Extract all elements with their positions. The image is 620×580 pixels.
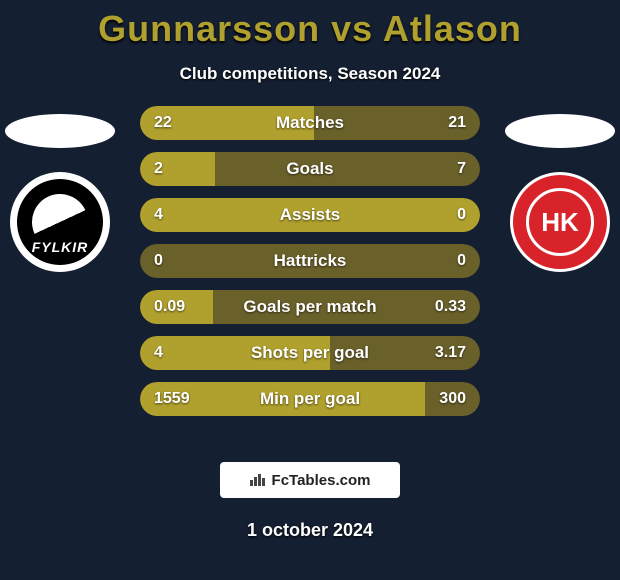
stat-row: 27Goals bbox=[140, 152, 480, 186]
team-left-badge: FYLKIR bbox=[10, 172, 110, 272]
stat-row: 40Assists bbox=[140, 198, 480, 232]
comparison-panel: FYLKIR HK 2221Matches 27Goals 40Assists 00H… bbox=[0, 106, 620, 436]
stat-label: Hattricks bbox=[140, 244, 480, 278]
stat-label: Goals bbox=[140, 152, 480, 186]
date-label: 1 october 2024 bbox=[0, 520, 620, 541]
team-right-column: HK bbox=[500, 106, 620, 272]
team-right-monogram: HK bbox=[526, 188, 594, 256]
stat-label: Min per goal bbox=[140, 382, 480, 416]
stat-label: Shots per goal bbox=[140, 336, 480, 370]
stat-label: Matches bbox=[140, 106, 480, 140]
stat-row: 43.17Shots per goal bbox=[140, 336, 480, 370]
team-right-badge-ring: HK bbox=[513, 175, 607, 269]
stat-row: 00Hattricks bbox=[140, 244, 480, 278]
stat-label: Goals per match bbox=[140, 290, 480, 324]
subtitle: Club competitions, Season 2024 bbox=[0, 64, 620, 84]
team-left-badge-inner: FYLKIR bbox=[17, 179, 103, 265]
stat-row: 1559300Min per goal bbox=[140, 382, 480, 416]
team-left-short: FYLKIR bbox=[17, 239, 103, 255]
team-left-column: FYLKIR bbox=[0, 106, 120, 272]
stat-row: 0.090.33Goals per match bbox=[140, 290, 480, 324]
player-photo-placeholder-left bbox=[5, 114, 115, 148]
team-right-badge: HK bbox=[510, 172, 610, 272]
player-photo-placeholder-right bbox=[505, 114, 615, 148]
footer-brand-text: FcTables.com bbox=[272, 472, 371, 489]
chart-icon bbox=[250, 472, 266, 489]
stat-bars: 2221Matches 27Goals 40Assists 00Hattricks 0.… bbox=[140, 106, 480, 416]
page-title: Gunnarsson vs Atlason bbox=[0, 0, 620, 50]
footer-brand: FcTables.com bbox=[220, 462, 400, 498]
stat-row: 2221Matches bbox=[140, 106, 480, 140]
stat-label: Assists bbox=[140, 198, 480, 232]
